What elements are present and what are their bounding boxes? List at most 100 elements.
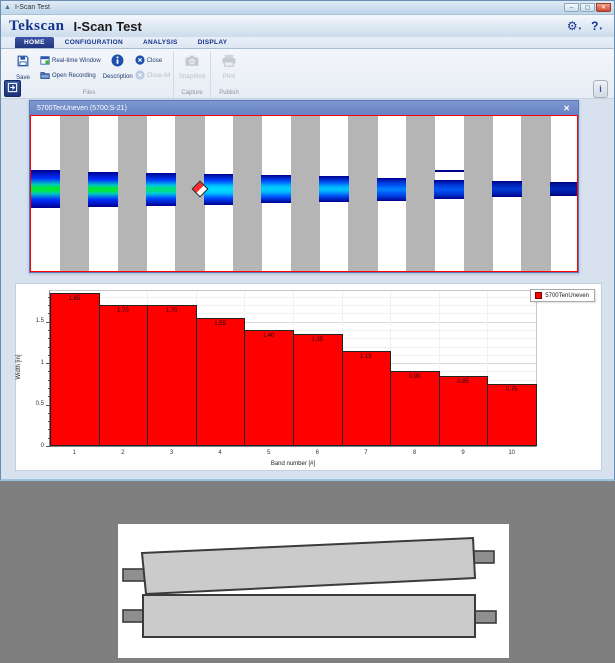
y-tick bbox=[48, 396, 50, 398]
page-title: I-Scan Test bbox=[73, 18, 142, 34]
chevron-down-icon: ▾ bbox=[578, 26, 582, 32]
group-label-capture: Capture bbox=[181, 90, 203, 96]
sensor-map-titlebar[interactable]: 5700TenUneven (5700:S-21) ✕ bbox=[30, 101, 578, 115]
y-tick bbox=[48, 296, 50, 298]
tab-home[interactable]: HOME bbox=[15, 37, 54, 48]
bar bbox=[341, 350, 392, 446]
bottom-roller-left-axle bbox=[122, 609, 146, 623]
x-axis-label: Band number [#] bbox=[270, 461, 316, 467]
y-tick bbox=[48, 421, 50, 423]
bar-value-label: 0.90 bbox=[408, 374, 421, 381]
tab-display[interactable]: DISPLAY bbox=[197, 39, 228, 46]
y-tick-label: 1.5 bbox=[35, 318, 44, 325]
roller-diagram-svg bbox=[122, 536, 497, 638]
info-button[interactable]: i bbox=[593, 80, 608, 98]
roller-diagram bbox=[118, 524, 509, 658]
y-tick bbox=[46, 363, 50, 365]
minimize-button[interactable]: – bbox=[564, 3, 579, 12]
y-tick bbox=[48, 387, 50, 389]
x-tick-label: 8 bbox=[412, 450, 417, 456]
close-icon[interactable]: ✕ bbox=[563, 103, 570, 113]
pressure-band-segment bbox=[491, 181, 522, 197]
expand-sidebar-button[interactable] bbox=[4, 80, 21, 97]
pressure-band-segment bbox=[318, 176, 349, 202]
bottom-roller bbox=[122, 594, 497, 638]
gear-icon: ⚙ bbox=[566, 19, 578, 33]
print-button[interactable]: Print bbox=[214, 51, 244, 81]
close-all-circle-icon bbox=[135, 70, 145, 82]
pressure-band-segment bbox=[145, 172, 176, 206]
grid-line bbox=[438, 291, 440, 446]
bar-value-label: 1.40 bbox=[262, 332, 275, 339]
bar bbox=[390, 371, 440, 446]
close-all-button[interactable]: Close All bbox=[135, 70, 170, 82]
close-circle-icon bbox=[135, 55, 145, 67]
settings-button[interactable]: ⚙ ▾ bbox=[567, 20, 581, 32]
ribbon-group-files: Save Real-time Window bbox=[5, 51, 173, 98]
maximize-button[interactable]: ▢ bbox=[580, 3, 595, 12]
open-recording-button[interactable]: Open Recording bbox=[40, 70, 101, 82]
pressure-band-segment bbox=[376, 177, 407, 201]
x-tick-label: 10 bbox=[508, 450, 516, 456]
bar bbox=[50, 292, 100, 446]
close-window-button[interactable]: ✕ bbox=[596, 3, 611, 12]
help-button[interactable]: ? ▾ bbox=[591, 20, 602, 32]
ribbon-group-publish: Print Publish bbox=[210, 51, 247, 98]
expand-panel-icon bbox=[7, 80, 18, 98]
save-icon bbox=[16, 54, 30, 73]
x-tick-label: 2 bbox=[121, 450, 125, 456]
bottom-roller-right-axle bbox=[472, 610, 497, 624]
top-roller bbox=[122, 536, 495, 596]
bar bbox=[438, 375, 489, 446]
tab-configuration[interactable]: CONFIGURATION bbox=[64, 39, 124, 46]
bar-value-label: 1.35 bbox=[311, 337, 324, 344]
bar-value-label: 1.85 bbox=[68, 295, 81, 302]
bar bbox=[244, 329, 294, 446]
y-tick bbox=[48, 412, 50, 414]
sensor-gap-stripe bbox=[405, 116, 436, 271]
app-window: ▲ I-Scan Test – ▢ ✕ Tekscan I-Scan Test … bbox=[0, 0, 615, 481]
save-button[interactable]: Save bbox=[8, 51, 38, 82]
y-tick-label: 1 bbox=[40, 359, 44, 366]
close-document-button[interactable]: Close bbox=[135, 55, 170, 67]
legend-swatch bbox=[535, 292, 543, 299]
brand-logo: Tekscan bbox=[9, 17, 65, 34]
printer-icon bbox=[221, 54, 237, 72]
pressure-band-segment bbox=[549, 182, 577, 196]
bar-value-label: 1.55 bbox=[214, 320, 226, 327]
sensor-gap-stripe bbox=[59, 116, 90, 271]
sensor-gap-stripe bbox=[232, 116, 263, 271]
ribbon: Save Real-time Window bbox=[1, 49, 614, 99]
ribbon-tabs: HOME CONFIGURATION ANALYSIS DISPLAY bbox=[1, 37, 614, 49]
x-tick-label: 1 bbox=[72, 450, 76, 456]
pressure-map[interactable] bbox=[30, 115, 578, 272]
y-tick bbox=[48, 346, 50, 348]
chevron-down-icon: ▾ bbox=[599, 26, 602, 32]
top-roller-left-axle bbox=[122, 568, 146, 582]
pressure-band-segment bbox=[434, 179, 465, 199]
pressure-band-segment bbox=[88, 171, 118, 207]
y-tick-label: 0.5 bbox=[35, 401, 44, 408]
band-width-chart-panel: Width [in] 1.85 1 1.70 2 1.70 3 1.55 4 1.40 5 1.35… bbox=[15, 283, 602, 471]
y-tick-label: 0 bbox=[40, 442, 44, 449]
x-tick-label: 5 bbox=[267, 450, 271, 456]
pressure-band-segment bbox=[31, 170, 61, 208]
tab-analysis[interactable]: ANALYSIS bbox=[143, 39, 178, 46]
description-button[interactable]: Description bbox=[103, 51, 133, 81]
ribbon-group-capture: SnapShot Capture bbox=[173, 51, 210, 98]
sensor-gap-stripe bbox=[290, 116, 320, 271]
sensor-gap-stripe bbox=[463, 116, 493, 271]
app-icon: ▲ bbox=[4, 3, 11, 11]
realtime-window-icon bbox=[40, 55, 50, 67]
bar-value-label: 0.85 bbox=[457, 378, 469, 385]
y-tick bbox=[48, 305, 50, 307]
y-tick bbox=[46, 321, 50, 323]
x-tick-label: 6 bbox=[315, 450, 319, 456]
y-tick bbox=[48, 429, 50, 431]
grid-line bbox=[487, 291, 489, 446]
x-tick-label: 4 bbox=[218, 450, 222, 456]
y-axis-label: Width [in] bbox=[16, 354, 22, 380]
snapshot-button[interactable]: SnapShot bbox=[177, 51, 207, 81]
realtime-window-button[interactable]: Real-time Window bbox=[40, 55, 101, 67]
bar bbox=[487, 383, 537, 446]
